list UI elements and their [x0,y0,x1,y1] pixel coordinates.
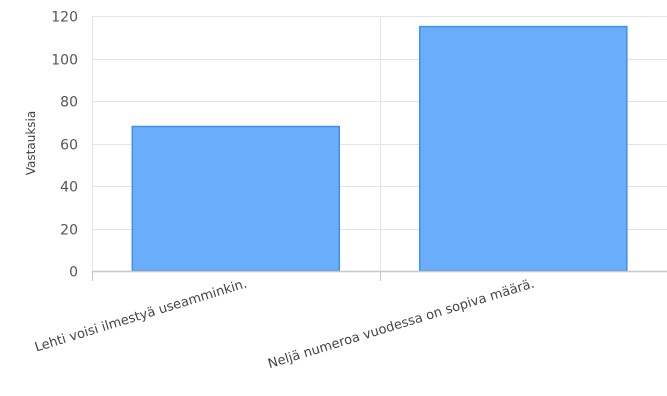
x-category-label: Neljä numeroa vuodessa on sopiva määrä. [266,276,536,372]
y-tick-label: 20 [60,223,78,239]
x-category-label: Lehti voisi ilmestyä useamminkin. [33,276,249,355]
y-tick-label: 60 [60,138,78,154]
bar [131,125,341,272]
y-tick-label: 0 [69,265,78,281]
y-tick-label: 80 [60,95,78,111]
y-tick-label: 100 [51,53,78,69]
x-axis-labels: Lehti voisi ilmestyä useamminkin. Neljä n… [33,276,536,372]
y-tick-label: 40 [60,180,78,196]
y-axis-title: Vastauksia [24,111,38,175]
y-tick-label: 120 [51,10,78,26]
bars [131,25,628,272]
bar [419,25,628,272]
y-axis-ticks: 0 20 40 60 80 100 120 [51,10,78,281]
